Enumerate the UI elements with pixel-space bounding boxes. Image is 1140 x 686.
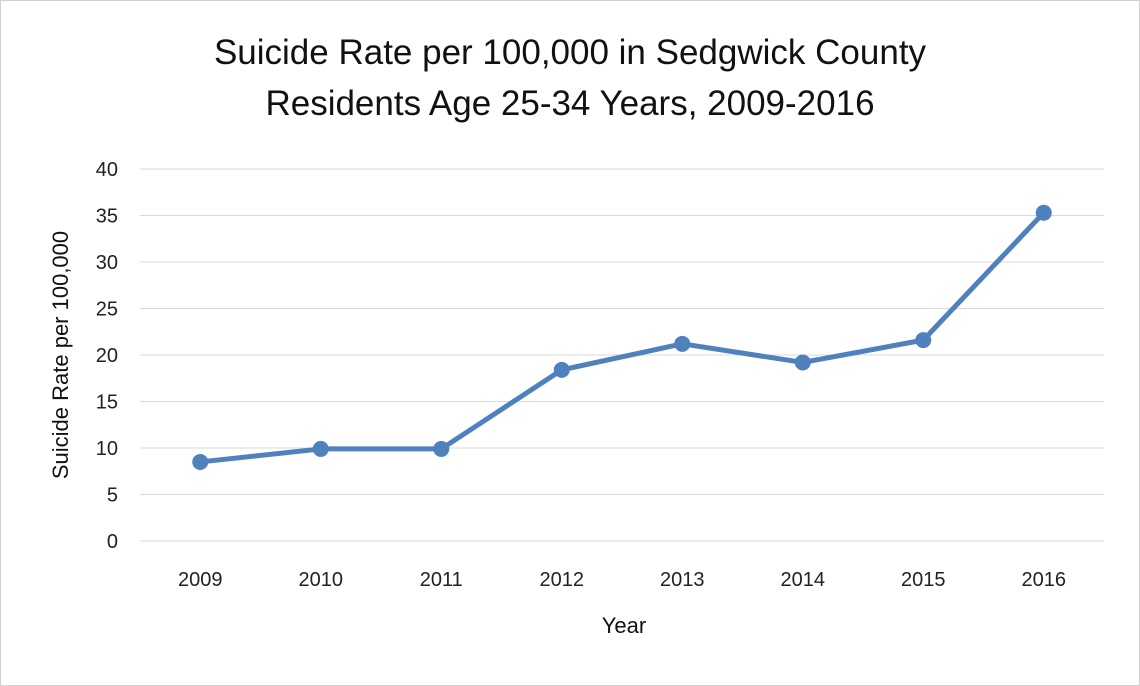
data-point bbox=[794, 354, 811, 371]
chart-title-line-1: Suicide Rate per 100,000 in Sedgwick Cou… bbox=[214, 33, 927, 72]
y-tick-label: 20 bbox=[96, 345, 118, 367]
y-axis-label: Suicide Rate per 100,000 bbox=[48, 231, 73, 479]
chart-title-line-2: Residents Age 25-34 Years, 2009-2016 bbox=[265, 84, 874, 123]
y-tick-label: 30 bbox=[96, 252, 118, 274]
data-point bbox=[915, 332, 932, 349]
data-point bbox=[553, 361, 570, 378]
x-axis-label: Year bbox=[602, 613, 646, 638]
y-tick-label: 0 bbox=[107, 531, 118, 553]
data-point bbox=[192, 453, 209, 470]
data-point bbox=[674, 335, 691, 352]
y-tick-label: 10 bbox=[96, 438, 118, 460]
x-tick-label: 2013 bbox=[660, 569, 705, 591]
series-line bbox=[199, 210, 1046, 465]
x-tick-label: 2015 bbox=[901, 569, 946, 591]
x-tick-label: 2011 bbox=[420, 569, 463, 591]
y-tick-label: 15 bbox=[96, 392, 118, 414]
x-tick-label: 2012 bbox=[540, 569, 585, 591]
x-tick-label: 2009 bbox=[178, 569, 223, 591]
x-tick-label: 2010 bbox=[299, 569, 344, 591]
x-tick-label: 2014 bbox=[781, 569, 826, 591]
y-tick-label: 40 bbox=[96, 159, 118, 181]
y-tick-label: 5 bbox=[107, 485, 118, 507]
y-tick-label: 25 bbox=[96, 299, 118, 321]
y-tick-label: 35 bbox=[96, 206, 118, 228]
x-tick-label: 2016 bbox=[1022, 569, 1067, 591]
data-point bbox=[433, 440, 450, 457]
data-point bbox=[1035, 204, 1052, 221]
data-point bbox=[312, 440, 329, 457]
